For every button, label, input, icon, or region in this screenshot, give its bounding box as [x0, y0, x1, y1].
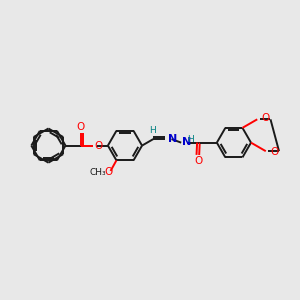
Text: O: O	[105, 167, 113, 177]
Text: CH₃: CH₃	[89, 168, 106, 177]
Text: N: N	[182, 137, 192, 147]
Text: O: O	[77, 122, 85, 132]
Text: H: H	[149, 126, 155, 135]
Text: O: O	[270, 147, 278, 158]
Text: O: O	[261, 113, 270, 123]
Text: O: O	[195, 157, 203, 166]
Text: N: N	[168, 134, 177, 143]
Text: O: O	[94, 141, 102, 151]
Text: H: H	[187, 135, 194, 144]
